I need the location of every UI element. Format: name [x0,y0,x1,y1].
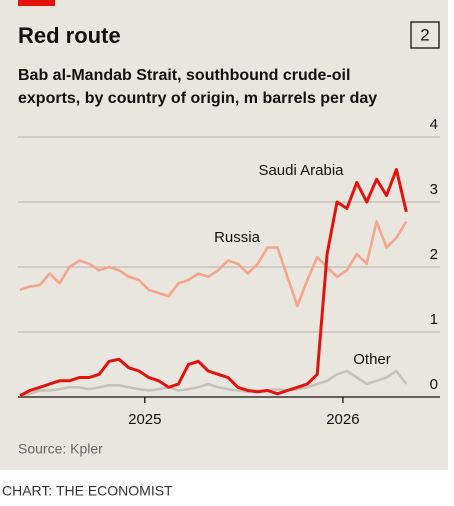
badge-box [410,21,440,49]
footer: CHART: THE ECONOMIST [2,483,173,499]
x-tick-label: 2026 [326,411,359,428]
subtitle: exports, by country of origin, m barrels… [18,90,377,107]
accent-bar [18,0,55,6]
y-tick-label: 0 [430,376,438,393]
series-line [19,220,408,308]
source: Source: Kpler [18,441,103,457]
x-tick-label: 2025 [128,411,161,428]
series-line [19,369,408,397]
y-tick-label: 3 [430,181,438,198]
series-label: Russia [214,229,261,246]
series-line [19,168,408,398]
series-label: Saudi Arabia [258,162,344,179]
badge: 2 [420,25,429,44]
subtitle: Bab al-Mandab Strait, southbound crude-o… [18,67,350,84]
y-tick-label: 1 [430,311,438,328]
chart-title: Red route [18,23,121,48]
series-label: Other [353,351,391,368]
y-tick-label: 4 [430,116,438,133]
y-tick-label: 2 [430,246,438,263]
